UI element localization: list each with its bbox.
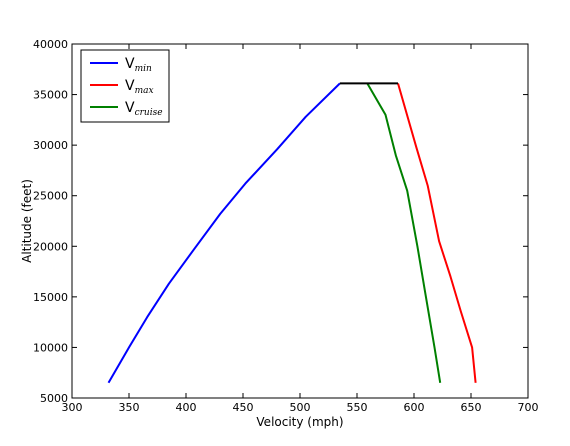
ticks: 300 350 400 450 500 550 600 650 700 5000 10000 1500… bbox=[33, 38, 539, 414]
series-layer bbox=[107, 82, 477, 384]
y-tick-label: 40000 bbox=[33, 38, 68, 51]
y-tick-label: 15000 bbox=[33, 291, 68, 304]
x-tick-label: 550 bbox=[347, 401, 368, 414]
x-tick-label: 400 bbox=[176, 401, 197, 414]
series-line-v-cruise bbox=[366, 82, 442, 383]
x-axis-label: Velocity (mph) bbox=[256, 415, 343, 429]
x-tick-label: 700 bbox=[518, 401, 539, 414]
series-line-v-max bbox=[397, 83, 477, 383]
x-tick-label: 500 bbox=[290, 401, 311, 414]
y-tick-label: 25000 bbox=[33, 190, 68, 203]
y-tick-label: 30000 bbox=[33, 139, 68, 152]
y-tick-label: 5000 bbox=[40, 392, 68, 405]
y-axis-label: Altitude (feet) bbox=[20, 179, 34, 263]
x-tick-label: 300 bbox=[62, 401, 83, 414]
x-tick-label: 600 bbox=[404, 401, 425, 414]
x-tick-label: 650 bbox=[461, 401, 482, 414]
x-tick-label: 450 bbox=[233, 401, 254, 414]
y-tick-label: 35000 bbox=[33, 89, 68, 102]
x-tick-label: 350 bbox=[119, 401, 140, 414]
y-tick-label: 10000 bbox=[33, 341, 68, 354]
series-line-v-min bbox=[107, 82, 341, 384]
y-tick-label: 20000 bbox=[33, 240, 68, 253]
